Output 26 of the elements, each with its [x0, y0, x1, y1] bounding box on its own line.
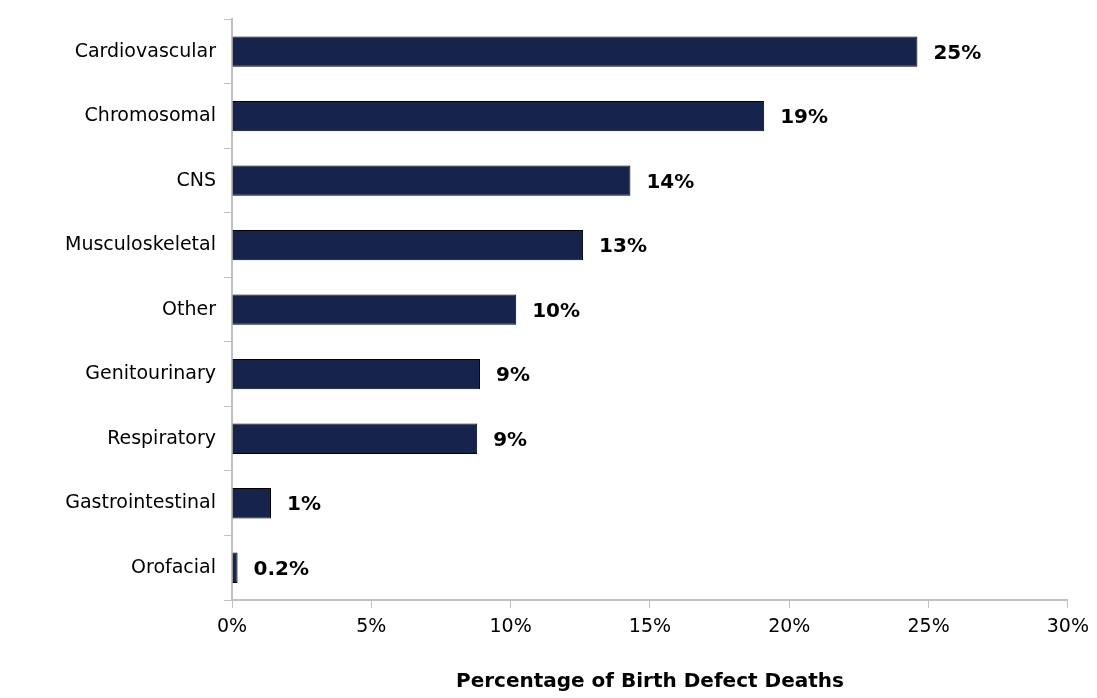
x-tick-label: 10% — [489, 614, 532, 637]
y-tick-label: Other — [162, 296, 217, 319]
data-label: 1% — [287, 491, 321, 516]
y-tick-label: Gastrointestinal — [65, 490, 216, 513]
x-tick-label: 25% — [907, 614, 950, 637]
y-tick-label: Orofacial — [131, 554, 216, 577]
x-tick-label: 5% — [356, 614, 387, 637]
x-tick-label: 30% — [1046, 614, 1089, 637]
data-label: 9% — [493, 426, 528, 451]
y-tick-label: Chromosomal — [84, 103, 216, 126]
data-label: 0.2% — [253, 555, 310, 580]
y-tick-label: Respiratory — [107, 425, 216, 448]
data-label: 14% — [646, 168, 695, 193]
y-tick-label: Cardiovascular — [74, 38, 217, 61]
x-tick-label: 20% — [768, 614, 811, 637]
data-label: 10% — [532, 297, 581, 322]
data-label: 19% — [780, 104, 829, 129]
x-tick-label: 0% — [216, 614, 248, 637]
y-tick-label: Genitourinary — [85, 361, 216, 384]
y-tick-label: Musculoskeletal — [65, 232, 216, 255]
x-tick-label: 15% — [628, 614, 672, 637]
x-axis-title: Percentage of Birth Defect Deaths — [455, 668, 844, 693]
y-tick-label: CNS — [176, 167, 216, 190]
data-label: 9% — [495, 362, 530, 387]
data-label: 13% — [599, 233, 647, 258]
data-label: 25% — [933, 39, 982, 64]
